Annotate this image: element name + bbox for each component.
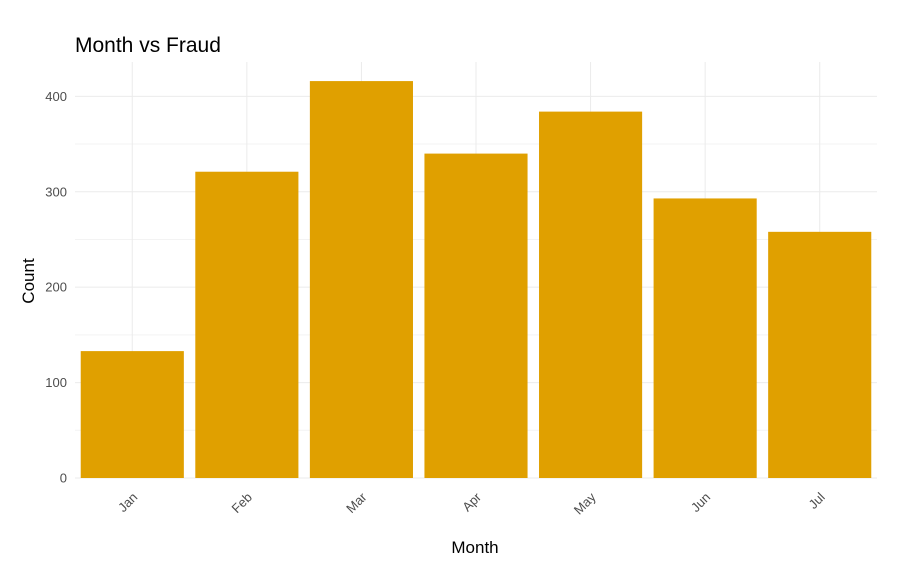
bar-may — [539, 111, 643, 478]
y-tick-label: 400 — [45, 89, 67, 104]
bar-jun — [653, 198, 757, 478]
y-axis-ticks: 0 100 200 300 400 — [45, 89, 67, 486]
x-tick-label: Jul — [805, 489, 827, 511]
bars-group — [80, 81, 872, 479]
bar-jul — [768, 231, 872, 478]
x-axis-title: Month — [451, 538, 498, 557]
bar-jan — [80, 351, 184, 478]
bar-apr — [424, 153, 528, 479]
y-axis-title: Count — [19, 258, 38, 304]
y-tick-label: 300 — [45, 184, 67, 199]
y-tick-label: 100 — [45, 375, 67, 390]
bar-mar — [309, 81, 413, 478]
x-tick-label: Mar — [343, 489, 370, 516]
chart-title: Month vs Fraud — [75, 34, 221, 57]
x-tick-label: May — [571, 489, 599, 517]
y-tick-label: 0 — [60, 471, 67, 486]
bar-feb — [195, 171, 299, 478]
x-tick-label: Jan — [115, 490, 140, 515]
y-tick-label: 200 — [45, 280, 67, 295]
x-tick-label: Jun — [688, 490, 713, 515]
x-axis-ticks: Jan Feb Mar Apr May Jun Jul — [115, 489, 828, 517]
x-tick-label: Apr — [459, 489, 484, 514]
x-tick-label: Feb — [229, 490, 255, 516]
